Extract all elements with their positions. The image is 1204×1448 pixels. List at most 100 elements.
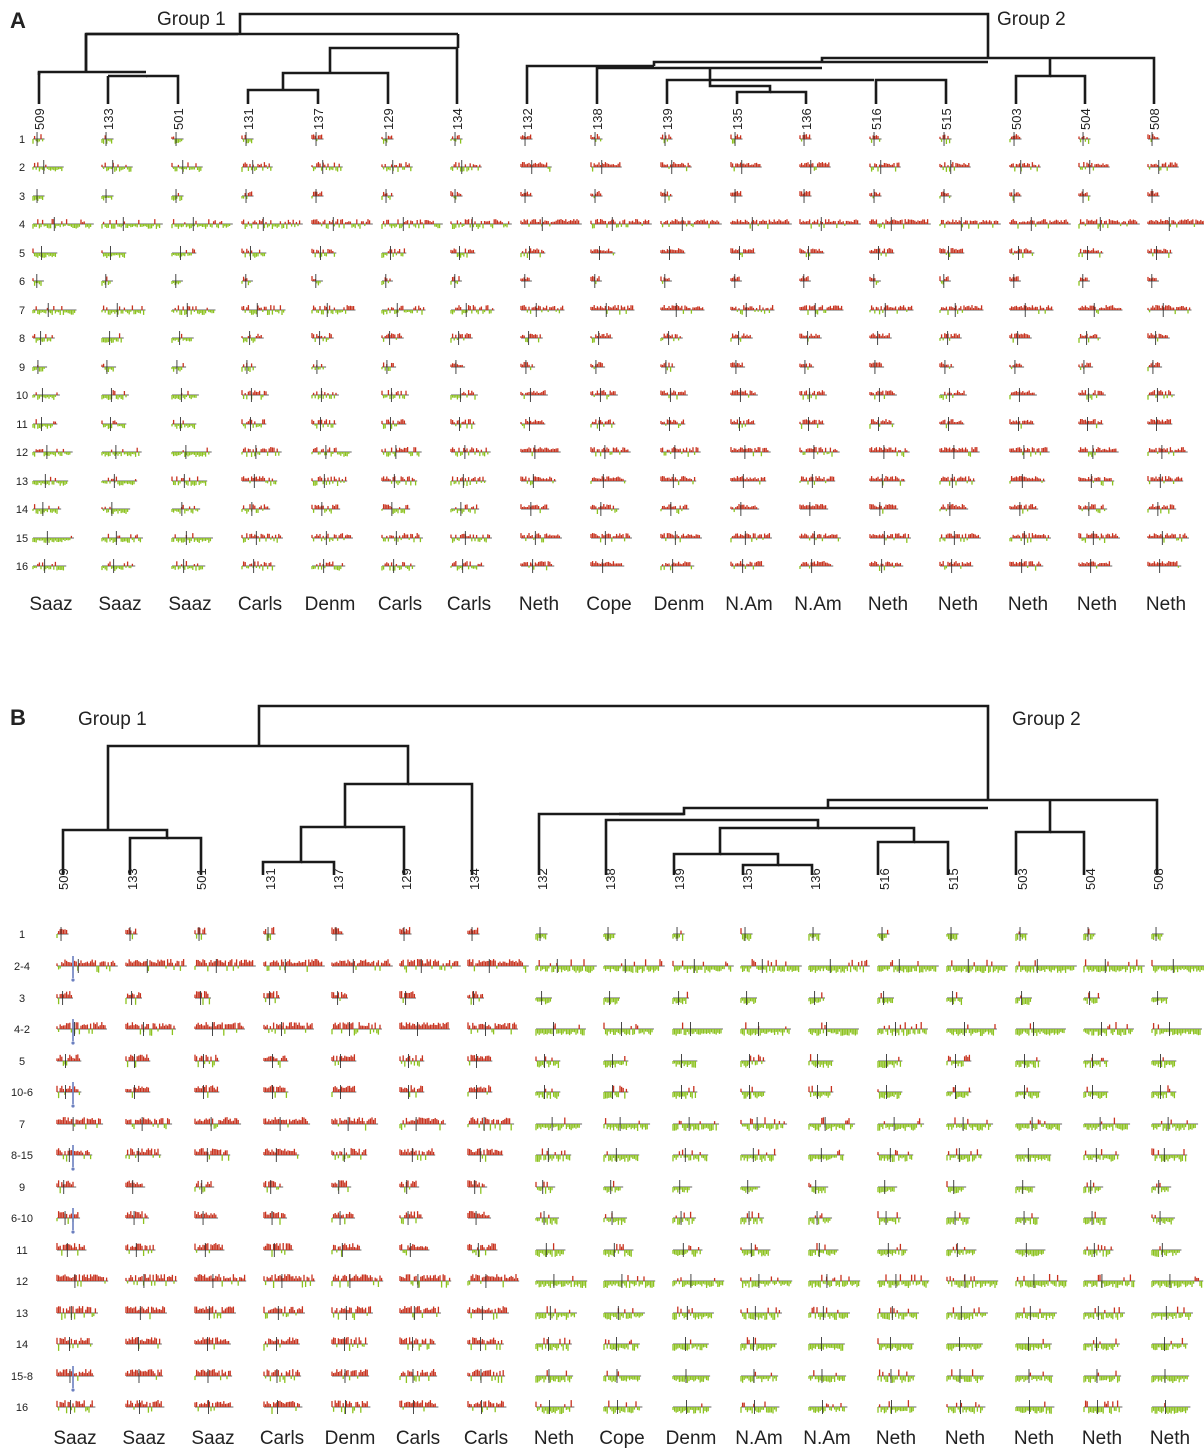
cnv-track xyxy=(331,1180,352,1194)
cnv-track xyxy=(101,531,143,545)
cnv-track xyxy=(1009,417,1035,431)
cnv-track xyxy=(740,1085,766,1099)
cnv-track xyxy=(590,559,625,573)
origin-label: Carls xyxy=(464,1428,508,1448)
chromosome-row-label: 1 xyxy=(19,929,25,941)
panel-a: A Group 1 Group 2 509 133 501 131 137 129 134 1… xyxy=(0,0,1204,630)
cnv-track xyxy=(1078,388,1106,402)
cnv-track xyxy=(1147,303,1192,317)
cnv-track xyxy=(877,1369,916,1383)
cnv-track xyxy=(939,559,974,573)
cnv-track xyxy=(1151,927,1164,941)
cnv-track xyxy=(311,217,373,231)
cnv-track xyxy=(877,959,939,973)
cnv-track xyxy=(32,132,45,146)
dendrogram-branch xyxy=(595,66,822,104)
cnv-track xyxy=(730,274,742,288)
cnv-track xyxy=(1078,445,1119,459)
cnv-track xyxy=(740,1306,782,1320)
cnv-track xyxy=(241,502,271,516)
cnv-track xyxy=(467,1274,520,1288)
cnv-track xyxy=(1078,160,1110,174)
cnv-track xyxy=(1083,1337,1120,1351)
cnv-track xyxy=(1147,360,1163,374)
dendrogram-branch xyxy=(770,90,808,104)
cnv-track xyxy=(194,927,207,941)
cnv-track xyxy=(311,388,339,402)
cnv-track xyxy=(311,189,324,203)
cnv-track xyxy=(263,1243,294,1257)
cnv-track xyxy=(125,927,138,941)
cnv-track xyxy=(101,189,114,203)
cnv-track xyxy=(125,1211,150,1225)
sample-id-label: 501 xyxy=(171,108,186,130)
cnv-track xyxy=(808,959,870,973)
cnv-track xyxy=(799,388,827,402)
cnv-track xyxy=(740,1180,761,1194)
cnv-track xyxy=(740,1054,766,1068)
origin-label: Neth xyxy=(876,1428,916,1448)
cnv-track xyxy=(241,160,273,174)
cnv-track xyxy=(32,502,62,516)
origin-label: Neth xyxy=(945,1428,985,1448)
cnv-track xyxy=(660,160,692,174)
cnv-track xyxy=(877,1211,902,1225)
cnv-track xyxy=(1009,388,1037,402)
dendrogram-branch xyxy=(604,818,820,875)
cnv-track xyxy=(603,1085,629,1099)
cnv-track xyxy=(399,1117,447,1131)
cnv-track xyxy=(241,559,276,573)
cnv-track xyxy=(1083,1306,1125,1320)
cnv-track xyxy=(1083,1243,1114,1257)
cnv-track xyxy=(535,1211,560,1225)
cnv-track xyxy=(535,1274,588,1288)
cnv-track xyxy=(467,927,480,941)
cnv-track xyxy=(730,189,743,203)
cnv-track xyxy=(1015,991,1032,1005)
cnv-track xyxy=(101,388,129,402)
cnv-track xyxy=(799,246,825,260)
group-2-label: Group 2 xyxy=(997,9,1066,30)
cnv-track xyxy=(311,246,337,260)
cnv-track xyxy=(1009,331,1032,345)
cnv-track xyxy=(194,1148,231,1162)
cnv-track xyxy=(450,303,495,317)
cnv-track xyxy=(535,1054,561,1068)
cnv-track xyxy=(1151,1369,1190,1383)
sample-id-label: 135 xyxy=(730,108,745,130)
dendrogram-branch xyxy=(1014,58,1052,104)
cnv-track xyxy=(877,1243,908,1257)
cnv-track xyxy=(939,160,971,174)
cnv-track xyxy=(877,991,894,1005)
cnv-track xyxy=(869,303,914,317)
sample-id-label: 139 xyxy=(672,868,687,890)
cnv-track xyxy=(660,474,697,488)
cnv-track xyxy=(32,331,55,345)
cnv-track xyxy=(1083,1369,1122,1383)
cnv-track xyxy=(1151,1148,1188,1162)
cnv-track xyxy=(1147,189,1160,203)
cnv-track xyxy=(194,1274,247,1288)
cnv-track xyxy=(399,1243,430,1257)
cnv-track xyxy=(946,1306,988,1320)
origin-label: N.Am xyxy=(725,594,773,615)
cnv-track xyxy=(946,1243,977,1257)
cnv-track xyxy=(56,927,69,941)
cnv-track xyxy=(1078,474,1115,488)
cnv-track xyxy=(740,1117,788,1131)
cnv-track xyxy=(1015,927,1028,941)
cnv-track xyxy=(730,217,792,231)
cnv-track xyxy=(331,1243,362,1257)
cnv-track xyxy=(101,502,131,516)
cnv-track xyxy=(1147,246,1173,260)
cnv-track xyxy=(399,1400,439,1414)
cnv-track xyxy=(740,959,802,973)
cnv-track xyxy=(1015,959,1077,973)
dendrogram-branch xyxy=(106,744,410,875)
cnv-track xyxy=(125,1306,167,1320)
cnv-track xyxy=(101,303,146,317)
dendrogram-branch xyxy=(652,60,988,66)
cnv-track xyxy=(1015,1243,1046,1257)
chromosome-row-label: 9 xyxy=(19,1182,25,1194)
cnv-track xyxy=(1151,1274,1204,1288)
